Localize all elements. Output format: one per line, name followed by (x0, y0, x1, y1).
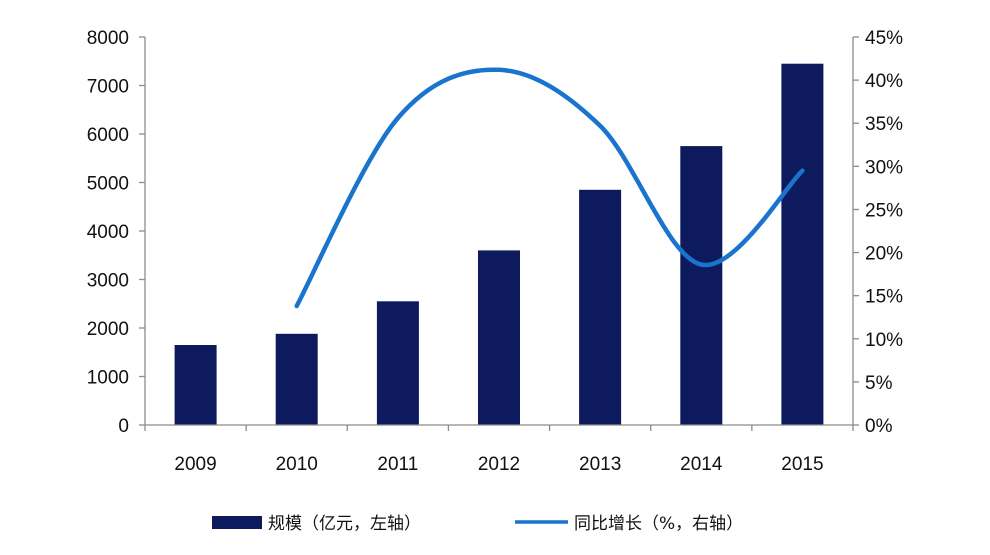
line-series (294, 67, 805, 309)
bar-2014 (680, 146, 723, 425)
right-tick-label: 15% (865, 287, 903, 308)
axes (139, 36, 859, 431)
bar-2015 (781, 63, 824, 425)
right-tick-label: 20% (865, 244, 903, 265)
bar-series (174, 63, 824, 425)
right-tick-label: 25% (865, 200, 903, 221)
tick-labels: 0 1000 2000 3000 4000 5000 6000 7000 8000 0% 5% 10%… (87, 28, 903, 475)
left-tick-label: 0 (118, 416, 129, 437)
x-tick-label: 2014 (680, 454, 723, 475)
x-tick-label: 2010 (276, 454, 318, 475)
legend-label-bar: 规模（亿元，左轴） (268, 514, 421, 534)
right-tick-label: 10% (865, 330, 903, 351)
left-tick-label: 1000 (87, 368, 129, 389)
left-tick-label: 6000 (87, 125, 129, 146)
right-tick-label: 5% (865, 373, 893, 394)
x-tick-label: 2013 (579, 454, 621, 475)
plot-area: 0 1000 2000 3000 4000 5000 6000 7000 8000 0% 5% 10%… (87, 28, 903, 475)
right-tick-label: 30% (865, 157, 903, 178)
legend-label-line: 同比增长（%，右轴） (574, 514, 743, 534)
left-tick-label: 7000 (87, 77, 129, 98)
right-tick-label: 40% (865, 71, 903, 92)
x-tick-label: 2011 (377, 454, 418, 475)
legend-swatch-bar (212, 516, 262, 529)
growth-line (294, 67, 805, 309)
bar-2011 (376, 301, 419, 425)
left-tick-label: 2000 (87, 319, 129, 340)
bar-2010 (275, 333, 318, 425)
right-tick-label: 0% (865, 416, 893, 437)
left-tick-label: 3000 (87, 271, 129, 292)
bar-2012 (478, 250, 520, 425)
legend: 规模（亿元，左轴） 同比增长（%，右轴） (212, 514, 743, 534)
right-tick-label: 45% (865, 28, 903, 49)
x-tick-label: 2009 (174, 454, 216, 475)
left-tick-label: 5000 (87, 174, 129, 195)
x-tick-label: 2015 (781, 454, 823, 475)
left-tick-label: 4000 (87, 222, 129, 243)
bar-2013 (579, 189, 622, 425)
bar-2009 (174, 345, 217, 425)
x-tick-label: 2012 (478, 454, 520, 475)
right-tick-label: 35% (865, 114, 903, 135)
left-tick-label: 8000 (87, 28, 129, 49)
